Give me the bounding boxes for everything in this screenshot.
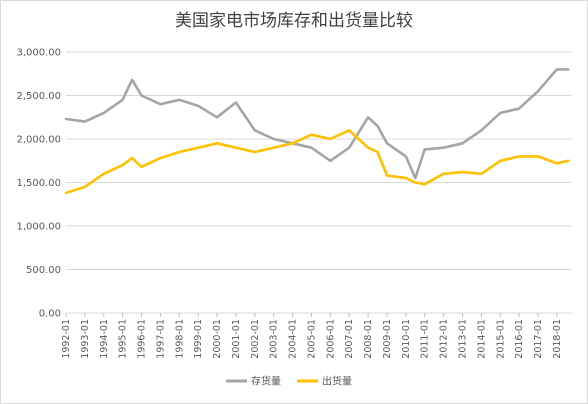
x-tick-label: 1992-01 [61, 319, 72, 359]
x-tick-label: 1994-01 [99, 319, 110, 359]
x-tick-label: 2005-01 [306, 319, 317, 359]
x-tick-label: 2018-01 [552, 319, 563, 359]
x-tick-label: 1998-01 [174, 319, 185, 359]
series-line-shipments [64, 129, 570, 195]
legend-label-shipments: 出货量 [322, 375, 352, 388]
x-tick-label: 2001-01 [231, 319, 242, 359]
x-tick-label: 2000-01 [212, 319, 223, 359]
x-tick-label: 1996-01 [137, 319, 148, 359]
y-tick-label: 500.00 [26, 265, 61, 276]
x-tick-label: 2015-01 [495, 319, 506, 359]
gridlines [66, 51, 572, 314]
x-tick-label: 2006-01 [325, 319, 336, 359]
legend-label-inventory: 存货量 [251, 375, 281, 388]
y-tick-label: 3,000.00 [16, 48, 61, 59]
x-tick-label: 2002-01 [250, 319, 261, 359]
x-tick-label: 2011-01 [420, 319, 431, 359]
legend: 存货量 出货量 [226, 375, 352, 388]
x-tick-label: 2016-01 [514, 319, 525, 359]
y-tick-label: 2,500.00 [16, 91, 61, 102]
x-tick-label: 2007-01 [344, 319, 355, 359]
x-axis: 1992-01 1993-01 1994-01 1995-01 1996-01 1997-… [61, 313, 563, 359]
y-axis: 0.00 500.00 1,000.00 1,500.00 2,000.00 2,500.… [16, 48, 61, 320]
series-lines [64, 68, 570, 195]
series-line-inventory [64, 68, 570, 180]
x-tick-label: 2008-01 [363, 319, 374, 359]
x-tick-label: 2009-01 [382, 319, 393, 359]
x-tick-label: 2014-01 [476, 319, 487, 359]
y-tick-label: 0.00 [39, 309, 61, 320]
x-tick-label: 2004-01 [288, 319, 299, 359]
x-tick-label: 1995-01 [118, 319, 129, 359]
y-tick-label: 1,000.00 [16, 222, 61, 233]
x-tick-label: 2017-01 [533, 319, 544, 359]
x-tick-label: 2003-01 [269, 319, 280, 359]
x-tick-label: 1997-01 [155, 319, 166, 359]
x-tick-label: 1993-01 [80, 319, 91, 359]
x-tick-label: 2012-01 [439, 319, 450, 359]
chart-title: 美国家电市场库存和出货量比较 [175, 11, 413, 31]
y-tick-label: 1,500.00 [16, 178, 61, 189]
x-tick-label: 1999-01 [193, 319, 204, 359]
y-tick-label: 2,000.00 [16, 135, 61, 146]
x-tick-label: 2010-01 [401, 319, 412, 359]
x-tick-label: 2013-01 [457, 319, 468, 359]
